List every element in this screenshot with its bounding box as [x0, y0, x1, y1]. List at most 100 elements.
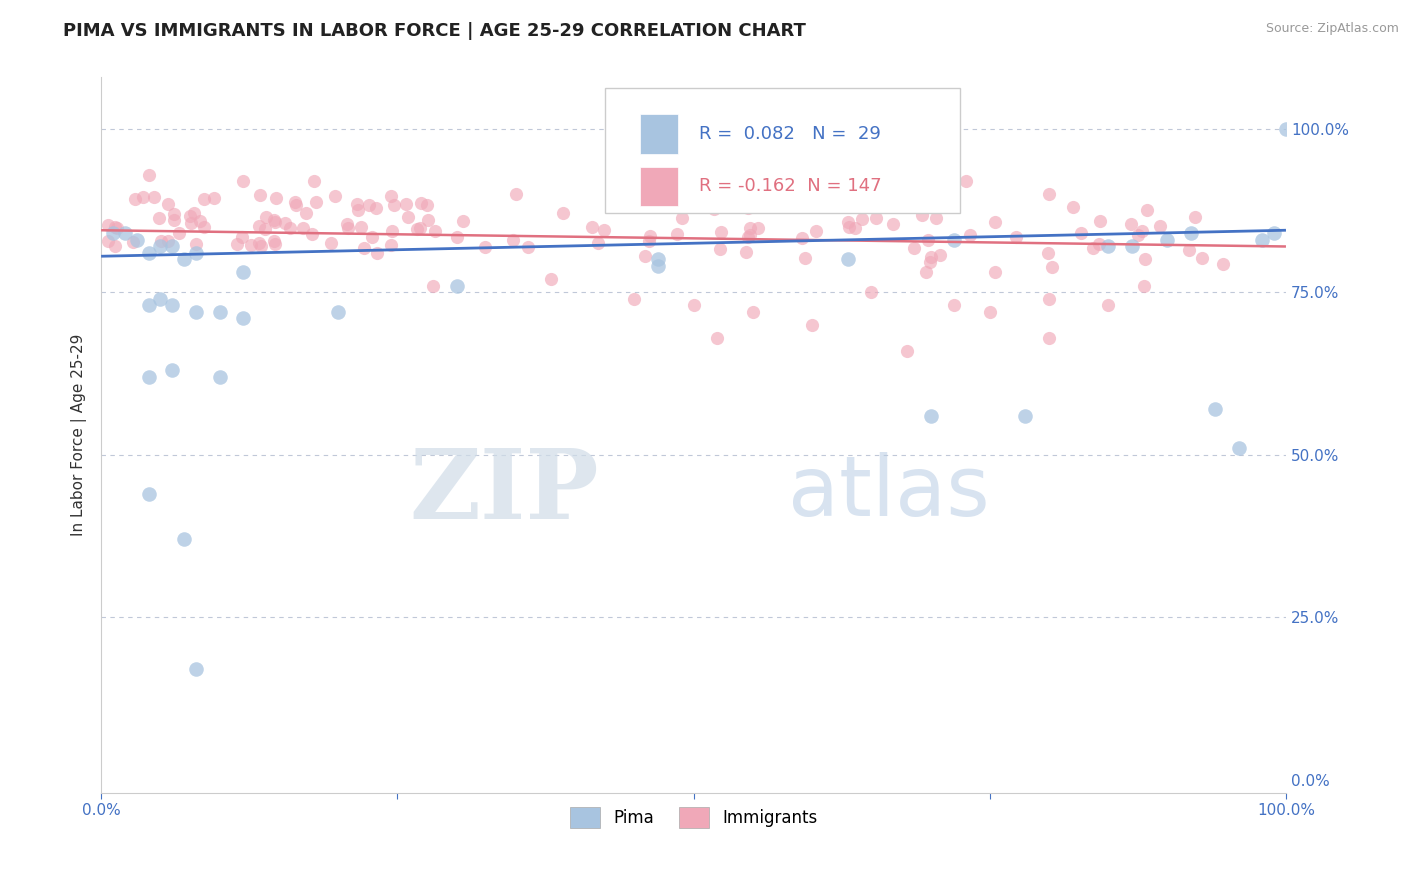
- Point: [232, 311, 254, 326]
- Point: [150, 234, 173, 248]
- Point: [638, 234, 661, 248]
- Point: [896, 187, 918, 202]
- Point: [416, 198, 439, 212]
- Point: [647, 252, 669, 267]
- Point: [446, 230, 468, 244]
- Point: [169, 227, 191, 241]
- Point: [409, 221, 432, 235]
- Point: [346, 197, 368, 211]
- Point: [1040, 260, 1063, 274]
- Point: [208, 304, 231, 318]
- Point: [148, 211, 170, 225]
- Point: [1038, 330, 1060, 344]
- Point: [638, 228, 661, 243]
- Point: [741, 174, 763, 188]
- Point: [741, 304, 763, 318]
- Point: [160, 363, 183, 377]
- Point: [364, 201, 387, 215]
- Point: [735, 245, 758, 260]
- Point: [411, 195, 433, 210]
- Point: [380, 238, 402, 252]
- Point: [1204, 402, 1226, 417]
- Point: [97, 234, 120, 248]
- Point: [634, 249, 657, 263]
- Point: [149, 292, 172, 306]
- Point: [231, 229, 253, 244]
- Point: [138, 486, 160, 500]
- Point: [184, 662, 207, 676]
- Point: [925, 211, 948, 225]
- Point: [1275, 122, 1298, 136]
- Point: [250, 238, 273, 252]
- Point: [1130, 224, 1153, 238]
- Point: [323, 189, 346, 203]
- Point: [882, 218, 904, 232]
- Point: [264, 191, 287, 205]
- Point: [361, 229, 384, 244]
- Point: [920, 409, 942, 423]
- Point: [1133, 252, 1156, 267]
- Point: [1121, 239, 1143, 253]
- Point: [581, 220, 603, 235]
- Point: [285, 198, 308, 212]
- Point: [254, 210, 277, 224]
- Point: [157, 196, 180, 211]
- Point: [740, 221, 762, 235]
- Point: [1126, 228, 1149, 243]
- Point: [737, 230, 759, 244]
- Point: [264, 236, 287, 251]
- Point: [1062, 201, 1084, 215]
- Point: [193, 220, 215, 235]
- Point: [911, 208, 934, 222]
- Point: [208, 369, 231, 384]
- Point: [943, 181, 966, 195]
- Point: [105, 220, 128, 235]
- Point: [1038, 292, 1060, 306]
- Point: [232, 265, 254, 279]
- Point: [984, 215, 1007, 229]
- Point: [186, 236, 208, 251]
- Point: [184, 304, 207, 318]
- Point: [623, 292, 645, 306]
- Point: [984, 265, 1007, 279]
- Point: [202, 191, 225, 205]
- Point: [915, 265, 938, 279]
- Point: [380, 189, 402, 203]
- Point: [1178, 244, 1201, 258]
- Point: [1136, 202, 1159, 217]
- Point: [357, 198, 380, 212]
- Point: [381, 224, 404, 238]
- Point: [193, 192, 215, 206]
- Point: [1038, 187, 1060, 202]
- Point: [263, 213, 285, 227]
- Point: [1156, 233, 1178, 247]
- Point: [396, 210, 419, 224]
- Legend: Pima, Immigrants: Pima, Immigrants: [562, 801, 824, 834]
- Text: R = -0.162  N = 147: R = -0.162 N = 147: [699, 178, 882, 195]
- Point: [304, 174, 326, 188]
- Point: [104, 219, 127, 234]
- Point: [382, 198, 405, 212]
- Point: [1088, 237, 1111, 252]
- Point: [1251, 233, 1274, 247]
- Point: [274, 216, 297, 230]
- Point: [418, 212, 440, 227]
- Point: [173, 252, 195, 267]
- FancyBboxPatch shape: [605, 88, 960, 213]
- Point: [101, 227, 124, 241]
- Point: [801, 181, 824, 195]
- Point: [1070, 227, 1092, 241]
- Point: [149, 239, 172, 253]
- Point: [97, 218, 120, 232]
- Point: [865, 211, 887, 225]
- Point: [682, 298, 704, 312]
- Point: [301, 227, 323, 241]
- Point: [1132, 278, 1154, 293]
- Point: [837, 215, 859, 229]
- Point: [860, 285, 883, 299]
- Point: [122, 235, 145, 249]
- Point: [138, 168, 160, 182]
- Point: [326, 304, 349, 318]
- Y-axis label: In Labor Force | Age 25-29: In Labor Force | Age 25-29: [72, 334, 87, 536]
- Point: [1227, 441, 1250, 455]
